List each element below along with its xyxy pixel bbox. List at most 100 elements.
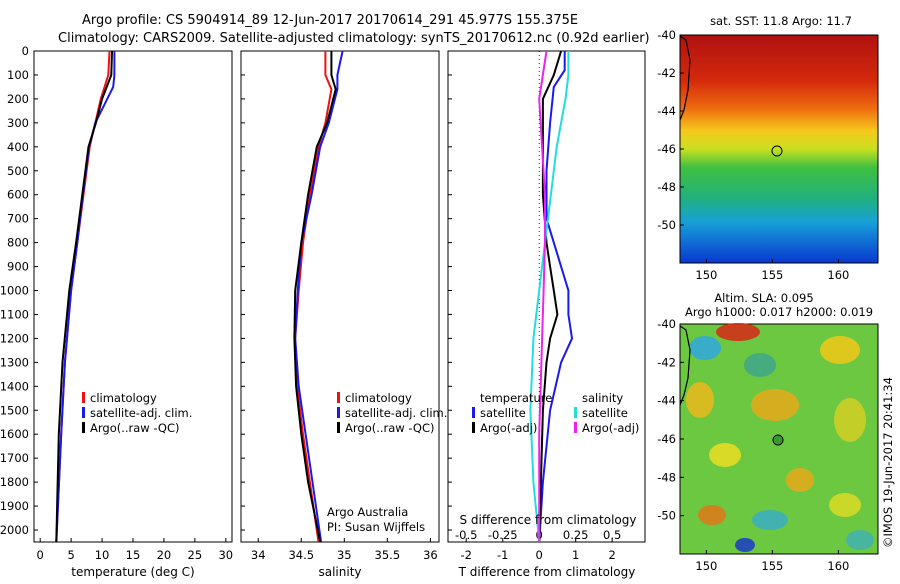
map-x-tick-label: 150 — [695, 268, 717, 282]
depth-tick-label: 1400 — [0, 379, 29, 393]
depth-tick-label: 1000 — [0, 284, 29, 298]
map-y-tick-label: -42 — [657, 355, 676, 369]
map-y-tick-label: -44 — [657, 104, 676, 118]
depth-tick-label: 1500 — [0, 403, 29, 417]
depth-tick-label: 100 — [7, 68, 29, 82]
difference-panel — [447, 50, 646, 543]
x2-tick-label: 0.5 — [603, 528, 621, 542]
depth-tick-label: 600 — [7, 188, 29, 202]
credit-org: Argo Australia — [327, 505, 408, 519]
map-y-tick-label: -40 — [657, 28, 676, 42]
depth-tick-label: 500 — [7, 164, 29, 178]
sla-anomaly-field — [686, 323, 874, 552]
depth-tick-label: 800 — [7, 236, 29, 250]
depth-tick-label: 1700 — [0, 451, 29, 465]
x-tick-label: 0 — [536, 548, 543, 562]
temperature-panel — [33, 50, 233, 543]
map-y-tick-label: -48 — [657, 470, 676, 484]
salinity-legend: climatology satellite-adj. clim. Argo(..… — [337, 391, 447, 435]
map-x-tick-label: 155 — [761, 268, 783, 282]
temperature-x-ticks: 0 5 10 15 20 25 30 — [37, 538, 233, 562]
x-tick-label: -1 — [497, 548, 508, 562]
legend-swatch-climatology — [337, 392, 340, 403]
x-tick-label: 20 — [157, 548, 172, 562]
legend-swatch-satellite — [337, 407, 340, 418]
depth-tick-label: 0 — [22, 44, 29, 58]
map-y-tick-label: -46 — [657, 432, 676, 446]
sla-map-x-ticks: 150 155 160 — [695, 550, 849, 573]
legend-swatch-satellite — [82, 407, 85, 418]
legend-swatch-s-argo — [574, 422, 577, 433]
sla-coastline — [679, 325, 691, 406]
legend-label-s-satellite: satellite — [582, 406, 628, 420]
map-y-tick-label: -40 — [657, 317, 676, 331]
salinity-line-climatology — [294, 51, 333, 543]
depth-tick-label: 1100 — [0, 307, 29, 321]
salinity-panel — [240, 50, 440, 543]
depth-tick-label: 2000 — [0, 523, 29, 537]
temperature-legend: climatology satellite-adj. clim. Argo(..… — [82, 391, 192, 435]
x-tick-label: 5 — [67, 548, 74, 562]
legend-swatch-t-satellite — [472, 407, 475, 418]
depth-tick-label: 700 — [7, 212, 29, 226]
legend-head-salinity: salinity — [582, 391, 623, 405]
legend-swatch-s-satellite — [574, 407, 577, 418]
credit-pi: PI: Susan Wijffels — [327, 520, 425, 534]
s-diff-line-argo-adj — [538, 50, 548, 542]
sla-argo-marker — [772, 434, 784, 446]
x-tick-label: 10 — [95, 548, 110, 562]
map-x-tick-label: 155 — [761, 559, 783, 573]
legend-swatch-argo — [337, 422, 340, 433]
x-tick-label: 25 — [188, 548, 203, 562]
sst-argo-marker — [771, 145, 783, 157]
legend-label-argo: Argo(..raw -QC) — [345, 421, 435, 435]
map-x-tick-label: 150 — [695, 559, 717, 573]
salinity-line-argo-raw-qc — [293, 51, 337, 543]
difference-legend: temperature salinity satellite Argo(-adj… — [472, 391, 639, 435]
legend-label-t-argo: Argo(-adj) — [480, 421, 537, 435]
legend-label-satellite: satellite-adj. clim. — [90, 406, 192, 420]
sst-map-y-ticks: -40 -42 -44 -46 -48 -50 — [657, 28, 684, 232]
legend-swatch-t-argo — [472, 422, 475, 433]
map-y-tick-label: -46 — [657, 142, 676, 156]
legend-label-satellite: satellite-adj. clim. — [345, 406, 447, 420]
x-tick-label: 35 — [337, 548, 352, 562]
depth-tick-label: 200 — [7, 92, 29, 106]
difference-xlabel-top: S difference from climatology — [460, 513, 637, 527]
x-tick-label: 30 — [218, 548, 233, 562]
depth-tick-label: 300 — [7, 116, 29, 130]
map-x-tick-label: 160 — [827, 268, 849, 282]
map-y-tick-label: -50 — [657, 218, 676, 232]
x-tick-label: 0 — [37, 548, 44, 562]
imos-timestamp: ©IMOS 19-Jun-2017 20:41:34 — [881, 377, 895, 548]
temperature-line-argo-raw-qc — [55, 50, 113, 543]
difference-xlabel: T difference from climatology — [458, 565, 636, 579]
depth-tick-label: 900 — [7, 260, 29, 274]
depth-tick-label: 1300 — [0, 355, 29, 369]
legend-label-climatology: climatology — [345, 391, 412, 405]
sst-map-title: sat. SST: 11.8 Argo: 11.7 — [710, 14, 852, 28]
map-y-tick-label: -50 — [657, 509, 676, 523]
sla-map-title-1: Altim. SLA: 0.095 — [714, 291, 813, 305]
depth-tick-label: 1200 — [0, 331, 29, 345]
x-tick-label: 35.5 — [375, 548, 401, 562]
depth-tick-label: 1600 — [0, 427, 29, 441]
map-x-tick-label: 160 — [827, 559, 849, 573]
header-line-2: Climatology: CARS2009. Satellite-adjuste… — [58, 31, 650, 46]
depth-axis: 0 100 200 300 400 500 600 700 800 900 1000 1100 1200… — [0, 44, 452, 537]
s-difference-x-ticks: -0.5 -0.25 0 0.25 0.5 — [455, 528, 621, 542]
x2-tick-label: -0.5 — [455, 528, 477, 542]
x2-tick-label: -0.25 — [488, 528, 518, 542]
x-tick-label: 36 — [423, 548, 438, 562]
map-y-tick-label: -48 — [657, 180, 676, 194]
temperature-xlabel: temperature (deg C) — [71, 565, 194, 579]
sla-map-y-ticks: -40 -42 -44 -46 -48 -50 — [657, 317, 684, 523]
depth-tick-label: 400 — [7, 140, 29, 154]
legend-head-temperature: temperature — [480, 391, 552, 405]
x-tick-label: -2 — [461, 548, 472, 562]
t-diff-line-argo-adj — [538, 50, 563, 543]
x-tick-label: 15 — [126, 548, 141, 562]
map-y-tick-label: -44 — [657, 394, 676, 408]
sst-coastline — [679, 35, 691, 121]
